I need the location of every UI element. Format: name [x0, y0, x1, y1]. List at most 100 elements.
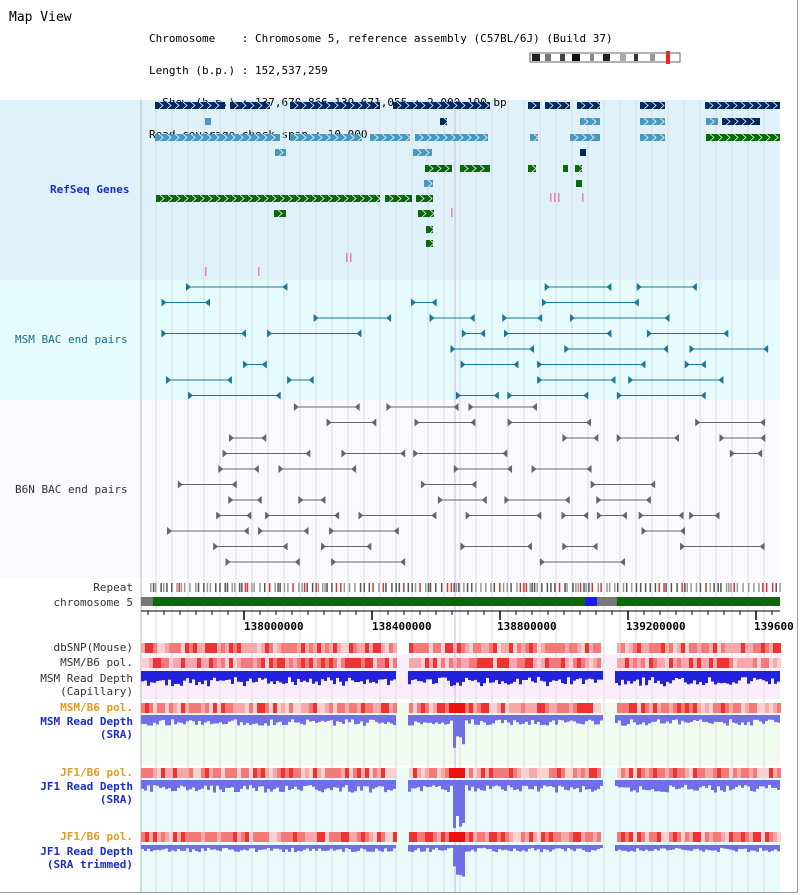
jf1-sra-depth-bar	[645, 780, 648, 791]
dbsnp-cell	[429, 643, 433, 653]
jf1-pol-cell	[561, 768, 565, 778]
msm-pol-cell	[509, 658, 513, 668]
msm-capillary-depth-bar	[246, 671, 249, 682]
jf1-sra-depth-bar	[717, 780, 720, 787]
jf1-sra-depth-bar	[519, 780, 522, 792]
repeat-mark	[455, 583, 458, 592]
jf1-pol-cell	[505, 768, 509, 778]
jf1-trim-depth-bar	[339, 845, 342, 850]
repeat-mark	[600, 583, 602, 592]
msm-capillary-depth-bar	[570, 671, 573, 685]
dbsnp-cell	[689, 643, 693, 653]
b6n-bac-pair-end	[298, 496, 304, 504]
msm-sra-pol-cell	[569, 703, 573, 713]
gene-feature-strand	[741, 133, 747, 142]
msm-sra-depth-bar	[750, 715, 753, 726]
gene-feature-strand	[287, 194, 293, 203]
msm-capillary-depth-bar	[459, 671, 462, 686]
dbsnp-cell	[337, 643, 341, 653]
msm-sra-depth-bar	[363, 715, 366, 726]
dbsnp-cell	[589, 643, 593, 653]
jf1-sra-depth-bar	[762, 780, 765, 787]
repeat-mark	[499, 583, 501, 592]
ideogram-band	[572, 54, 580, 61]
msm-bac-pair-end	[544, 283, 550, 291]
jf1-trim-depth-bar	[417, 845, 420, 849]
msm-capillary-depth-bar	[453, 671, 456, 686]
repeat-mark	[283, 583, 286, 592]
msm-capillary-depth-bar	[672, 671, 675, 681]
msm-sra-depth-bar	[477, 715, 480, 725]
jf1-trim-depth-bar	[408, 845, 411, 852]
jf1-trim-depth-bar	[435, 845, 438, 848]
msm-pol-cell	[773, 658, 777, 668]
gene-feature	[545, 102, 570, 109]
msm-capillary-depth-bar	[375, 671, 378, 684]
jf1-trim-pol-cell	[241, 832, 245, 842]
jf1-trim-depth-bar	[711, 845, 714, 851]
label-b6n-bac[interactable]: B6N BAC end pairs	[15, 483, 128, 496]
msm-capillary-depth-bar	[378, 671, 381, 680]
dbsnp-cell	[417, 643, 421, 653]
msm-pol-cell	[345, 658, 349, 668]
jf1-pol-cell	[537, 768, 541, 778]
repeat-mark	[676, 583, 678, 592]
jf1-sra-depth-bar	[642, 780, 645, 790]
msm-pol-cell	[361, 658, 365, 668]
msm-sra-pol-cell	[553, 703, 557, 713]
jf1-sra-depth-bar	[522, 780, 525, 786]
repeat-mark	[725, 583, 728, 592]
b6n-bac-pair-end	[329, 527, 335, 535]
msm-capillary-depth-bar	[198, 671, 201, 682]
label-refseq-genes[interactable]: RefSeq Genes	[50, 183, 130, 196]
msm-sra-depth-bar	[666, 715, 669, 722]
msm-sra-pol-cell	[557, 703, 561, 713]
repeat-mark	[585, 583, 587, 592]
jf1-trim-pol-cell	[265, 832, 269, 842]
jf1-trim-depth-bar	[243, 845, 246, 850]
jf1-trim-pol-cell	[485, 832, 489, 842]
dbsnp-cell	[381, 643, 385, 653]
jf1-pol-cell	[217, 768, 221, 778]
msm-pol-cell	[573, 658, 577, 668]
gene-feature-strand	[158, 133, 164, 142]
msm-bac-pair-end	[165, 376, 171, 384]
msm-capillary-depth-bar	[729, 671, 732, 685]
b6n-bac-pair-end	[305, 449, 311, 458]
jf1-sra-depth-bar	[765, 780, 768, 789]
gene-feature-strand	[405, 133, 411, 142]
label-dbsnp: dbSNP(Mouse)	[53, 641, 133, 654]
msm-capillary-depth-bar	[297, 671, 300, 679]
jf1-trim-depth-bar	[465, 845, 468, 852]
msm-sra-pol-cell	[381, 703, 385, 713]
jf1-trim-pol-cell	[193, 832, 197, 842]
msm-pol-cell	[737, 658, 741, 668]
b6n-bac-pair-end	[282, 542, 288, 551]
gene-feature-strand	[166, 101, 172, 110]
msm-capillary-depth-bar	[765, 671, 768, 682]
msm-capillary-depth-bar	[279, 671, 282, 683]
gene-feature-strand	[740, 101, 746, 110]
jf1-trim-pol-cell	[145, 832, 149, 842]
jf1-sra-depth-bar	[234, 780, 237, 793]
label-jf1-depth-trimmed: JF1 Read Depth (SRA trimmed)	[40, 845, 133, 871]
msm-sra-pol-cell	[761, 703, 765, 713]
jf1-trim-depth-bar	[255, 845, 258, 853]
repeat-mark	[705, 583, 707, 592]
msm-capillary-depth-bar	[150, 671, 153, 683]
jf1-trim-depth-bar	[195, 845, 198, 852]
msm-sra-pol-cell	[737, 703, 741, 713]
gene-feature-strand	[427, 179, 433, 188]
msm-sra-pol-cell	[665, 703, 669, 713]
jf1-sra-depth-bar	[204, 780, 207, 786]
jf1-sra-depth-bar	[285, 780, 288, 786]
label-msm-bac[interactable]: MSM BAC end pairs	[15, 333, 128, 346]
msm-pol-cell	[677, 658, 681, 668]
b6n-bac-pair-end	[437, 496, 443, 504]
jf1-trim-pol-cell	[721, 832, 725, 842]
jf1-sra-depth-bar	[180, 780, 183, 786]
gene-feature-strand	[466, 133, 472, 142]
msm-pol-cell	[181, 658, 185, 668]
dbsnp-cell	[177, 643, 181, 653]
